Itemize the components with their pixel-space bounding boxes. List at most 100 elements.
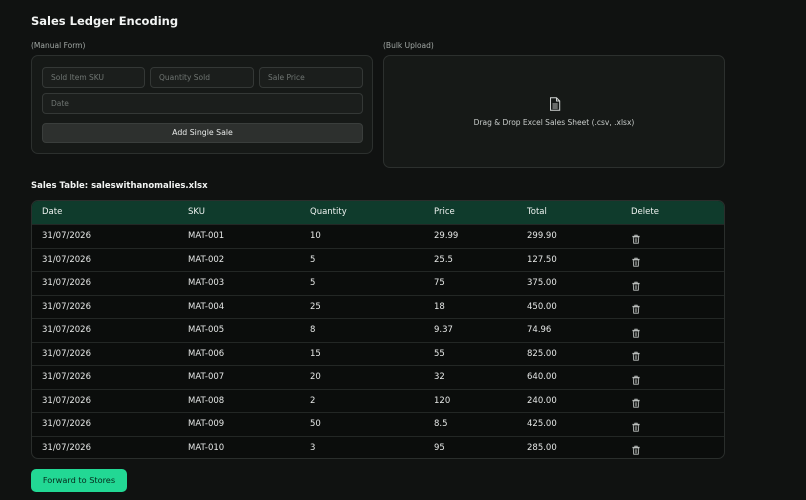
table-row: 31/07/2026 MAT-002 5 25.5 127.50 <box>32 247 724 272</box>
table-row: 31/07/2026 MAT-001 10 29.99 299.90 <box>32 224 724 248</box>
cell-price: 29.99 <box>434 231 459 241</box>
cell-price: 25.5 <box>434 254 453 265</box>
add-single-sale-button[interactable]: Add Single Sale <box>42 123 363 143</box>
manual-form-panel: Add Single Sale <box>31 55 373 154</box>
cell-sku: MAT-008 <box>188 395 225 406</box>
cell-quantity: 50 <box>310 419 321 429</box>
cell-date: 31/07/2026 <box>42 231 91 241</box>
date-input[interactable] <box>42 93 363 114</box>
table-body: 31/07/2026 MAT-001 10 29.99 299.90 31/07/2026… <box>32 224 724 459</box>
header-delete: Delete <box>631 207 659 217</box>
page-title: Sales Ledger Encoding <box>31 14 179 28</box>
cell-price: 32 <box>434 372 445 382</box>
trash-icon[interactable] <box>631 442 641 455</box>
trash-icon[interactable] <box>631 278 641 291</box>
delete-row-button[interactable] <box>631 296 641 319</box>
sales-table: Date SKU Quantity Price Total Delete 31/… <box>31 200 725 459</box>
cell-sku: MAT-001 <box>188 231 225 241</box>
cell-price: 9.37 <box>434 325 453 335</box>
cell-date: 31/07/2026 <box>42 442 91 453</box>
manual-form-label: (Manual Form) <box>31 41 86 50</box>
table-row: 31/07/2026 MAT-009 50 8.5 425.00 <box>32 412 724 436</box>
table-row: 31/07/2026 MAT-008 2 120 240.00 <box>32 388 724 413</box>
cell-total: 640.00 <box>527 372 557 382</box>
trash-icon[interactable] <box>631 231 641 244</box>
cell-date: 31/07/2026 <box>42 372 91 382</box>
price-input[interactable] <box>259 67 363 88</box>
delete-row-button[interactable] <box>631 319 641 342</box>
trash-icon[interactable] <box>631 348 641 361</box>
cell-quantity: 5 <box>310 254 316 265</box>
cell-total: 425.00 <box>527 419 557 429</box>
cell-date: 31/07/2026 <box>42 419 91 429</box>
table-row: 31/07/2026 MAT-005 8 9.37 74.96 <box>32 318 724 342</box>
table-header: Date SKU Quantity Price Total Delete <box>32 201 724 224</box>
cell-sku: MAT-007 <box>188 372 225 382</box>
cell-price: 55 <box>434 348 445 359</box>
cell-quantity: 15 <box>310 348 321 359</box>
cell-date: 31/07/2026 <box>42 301 91 312</box>
cell-total: 825.00 <box>527 348 557 359</box>
cell-quantity: 2 <box>310 395 316 406</box>
cell-sku: MAT-002 <box>188 254 225 265</box>
trash-icon[interactable] <box>631 254 641 267</box>
bulk-upload-dropzone[interactable]: Drag & Drop Excel Sales Sheet (.csv, .xl… <box>383 55 725 168</box>
cell-quantity: 8 <box>310 325 316 335</box>
cell-sku: MAT-009 <box>188 419 225 429</box>
trash-icon[interactable] <box>631 301 641 314</box>
cell-date: 31/07/2026 <box>42 278 91 288</box>
cell-quantity: 25 <box>310 301 321 312</box>
trash-icon[interactable] <box>631 395 641 408</box>
cell-date: 31/07/2026 <box>42 254 91 265</box>
cell-price: 18 <box>434 301 445 312</box>
sku-input[interactable] <box>42 67 145 88</box>
cell-sku: MAT-005 <box>188 325 225 335</box>
cell-total: 74.96 <box>527 325 552 335</box>
cell-total: 285.00 <box>527 442 557 453</box>
trash-icon[interactable] <box>631 372 641 385</box>
cell-quantity: 3 <box>310 442 316 453</box>
cell-total: 127.50 <box>527 254 557 265</box>
bulk-upload-label: (Bulk Upload) <box>383 41 434 50</box>
cell-total: 375.00 <box>527 278 557 288</box>
cell-quantity: 20 <box>310 372 321 382</box>
cell-quantity: 10 <box>310 231 321 241</box>
table-title: Sales Table: saleswithanomalies.xlsx <box>31 181 208 191</box>
table-row: 31/07/2026 MAT-006 15 55 825.00 <box>32 341 724 366</box>
cell-date: 31/07/2026 <box>42 395 91 406</box>
cell-sku: MAT-004 <box>188 301 225 312</box>
cell-price: 120 <box>434 395 451 406</box>
cell-date: 31/07/2026 <box>42 325 91 335</box>
header-total: Total <box>527 207 547 217</box>
delete-row-button[interactable] <box>631 343 641 366</box>
cell-price: 8.5 <box>434 419 448 429</box>
table-row: 31/07/2026 MAT-010 3 95 285.00 <box>32 435 724 459</box>
table-row: 31/07/2026 MAT-004 25 18 450.00 <box>32 294 724 319</box>
delete-row-button[interactable] <box>631 249 641 272</box>
header-price: Price <box>434 207 455 217</box>
delete-row-button[interactable] <box>631 225 641 248</box>
table-row: 31/07/2026 MAT-003 5 75 375.00 <box>32 271 724 295</box>
delete-row-button[interactable] <box>631 272 641 295</box>
delete-row-button[interactable] <box>631 366 641 389</box>
cell-quantity: 5 <box>310 278 316 288</box>
cell-price: 75 <box>434 278 445 288</box>
delete-row-button[interactable] <box>631 390 641 413</box>
forward-to-stores-button[interactable]: Forward to Stores <box>31 469 127 492</box>
delete-row-button[interactable] <box>631 413 641 436</box>
cell-sku: MAT-003 <box>188 278 225 288</box>
cell-sku: MAT-006 <box>188 348 225 359</box>
trash-icon[interactable] <box>631 419 641 432</box>
cell-sku: MAT-010 <box>188 442 225 453</box>
header-date: Date <box>42 207 63 217</box>
cell-total: 450.00 <box>527 301 557 312</box>
delete-row-button[interactable] <box>631 437 641 459</box>
cell-date: 31/07/2026 <box>42 348 91 359</box>
quantity-input[interactable] <box>150 67 254 88</box>
file-icon <box>550 97 561 111</box>
cell-price: 95 <box>434 442 445 453</box>
trash-icon[interactable] <box>631 325 641 338</box>
header-sku: SKU <box>188 207 205 217</box>
table-row: 31/07/2026 MAT-007 20 32 640.00 <box>32 365 724 389</box>
